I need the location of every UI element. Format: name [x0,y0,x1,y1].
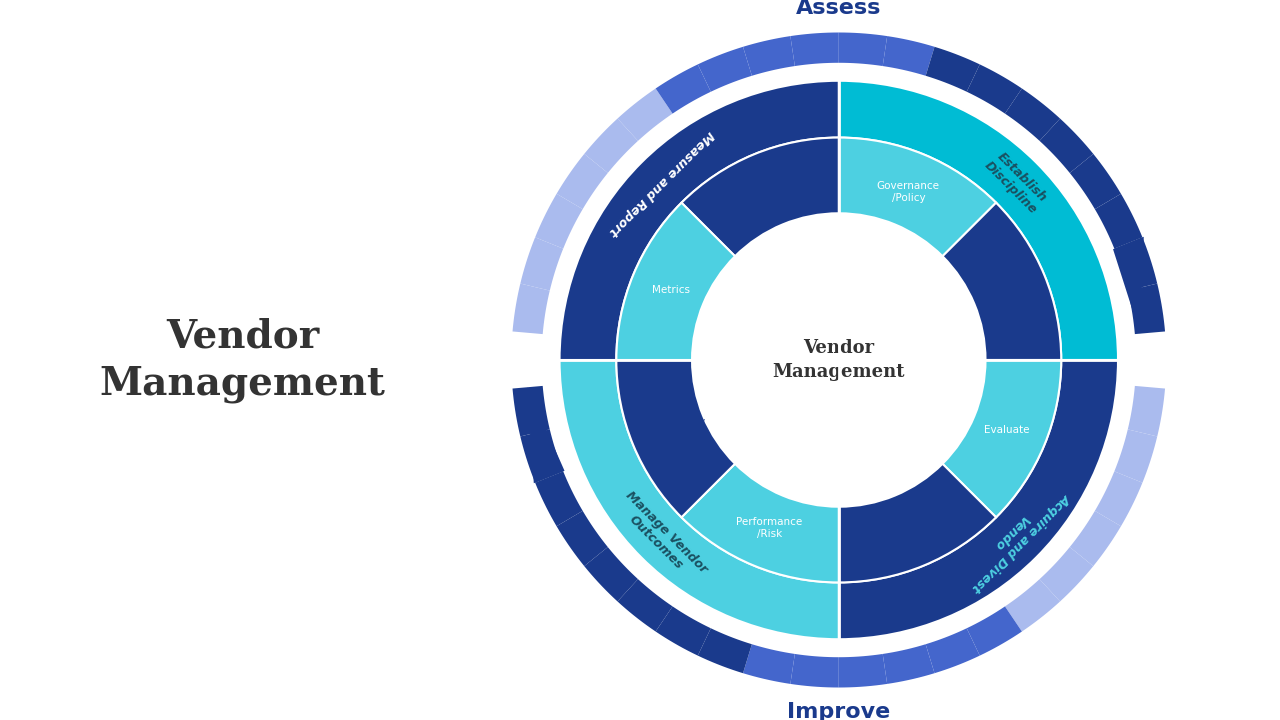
Polygon shape [742,644,795,684]
Polygon shape [790,654,838,688]
Polygon shape [527,387,564,483]
Polygon shape [966,64,1021,114]
Text: Metrics: Metrics [652,285,690,295]
Polygon shape [883,644,934,684]
Text: Establish
Discipline: Establish Discipline [982,148,1051,217]
Polygon shape [925,629,979,673]
Polygon shape [1070,154,1121,209]
Polygon shape [557,511,608,566]
Wedge shape [559,360,838,639]
Polygon shape [1005,89,1060,141]
Polygon shape [838,654,887,688]
Text: Negotiate: Negotiate [883,523,934,533]
Wedge shape [559,81,838,360]
Polygon shape [1094,472,1143,526]
Polygon shape [520,429,563,482]
Wedge shape [617,360,735,517]
Polygon shape [655,606,710,656]
Polygon shape [925,47,979,91]
Polygon shape [698,629,751,673]
Polygon shape [883,36,934,76]
Text: Acquire and Divest
Vendo: Acquire and Divest Vendo [959,480,1073,594]
Polygon shape [1115,429,1157,482]
Circle shape [740,261,938,459]
Polygon shape [838,32,887,66]
Polygon shape [617,89,672,141]
Wedge shape [838,360,1117,639]
Wedge shape [838,81,1117,360]
Polygon shape [512,386,550,436]
Polygon shape [584,547,637,601]
Polygon shape [584,119,637,173]
Wedge shape [681,138,838,256]
Polygon shape [790,32,838,66]
Text: Assess: Assess [796,0,882,18]
Wedge shape [942,360,1061,517]
Text: Improve: Improve [787,702,891,720]
Polygon shape [1128,284,1165,334]
Text: Relationship/
contracts: Relationship/ contracts [637,419,705,441]
Polygon shape [617,579,672,631]
Polygon shape [535,194,582,248]
Text: Governance
/Policy: Governance /Policy [877,181,940,203]
Polygon shape [535,472,582,526]
Polygon shape [1128,386,1165,436]
Polygon shape [512,284,550,334]
Text: Vendor
Management: Vendor Management [100,318,385,402]
Polygon shape [1114,237,1144,333]
Wedge shape [681,464,838,582]
Text: Manage Vendor
Outcomes: Manage Vendor Outcomes [613,489,710,586]
Polygon shape [1094,194,1143,248]
Wedge shape [838,138,996,256]
Text: Evaluate: Evaluate [984,425,1029,435]
Polygon shape [742,36,795,76]
Text: Dashboards: Dashboards [739,187,800,197]
Text: Vendor
Management: Vendor Management [773,339,905,381]
Text: Measure and Report: Measure and Report [607,127,717,238]
Wedge shape [942,203,1061,360]
Polygon shape [698,47,751,91]
Polygon shape [557,154,608,209]
Polygon shape [1115,238,1157,291]
Polygon shape [520,238,563,291]
Polygon shape [1005,579,1060,631]
Text: Roles/Org-
Structure: Roles/Org- Structure [979,279,1034,301]
Text: Performance
/Risk: Performance /Risk [736,517,803,539]
Wedge shape [838,464,996,582]
Polygon shape [1039,547,1093,601]
Polygon shape [966,606,1021,656]
Wedge shape [617,203,735,360]
Polygon shape [655,64,710,114]
Polygon shape [1070,511,1121,566]
Polygon shape [1039,119,1093,173]
